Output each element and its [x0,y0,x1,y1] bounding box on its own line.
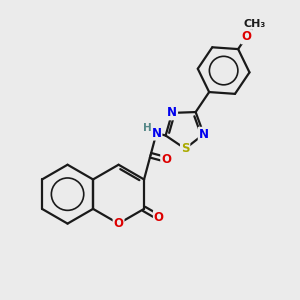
Text: O: O [242,30,251,44]
Text: O: O [114,217,124,230]
Text: N: N [167,106,177,119]
Text: N: N [199,128,209,141]
Text: S: S [181,142,189,155]
Text: N: N [152,127,161,140]
Text: CH₃: CH₃ [244,19,266,29]
Text: O: O [154,211,164,224]
Text: H: H [143,123,152,133]
Text: O: O [161,153,171,166]
